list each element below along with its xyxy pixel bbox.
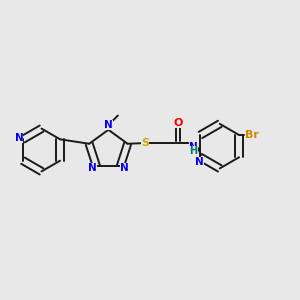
Text: O: O bbox=[173, 118, 183, 128]
Text: N: N bbox=[15, 134, 23, 143]
Text: S: S bbox=[141, 138, 149, 148]
Text: N: N bbox=[120, 163, 129, 173]
Text: N: N bbox=[195, 157, 204, 167]
Text: N: N bbox=[104, 120, 113, 130]
Text: H: H bbox=[190, 146, 198, 157]
Text: N: N bbox=[189, 142, 198, 152]
Text: Br: Br bbox=[245, 130, 259, 140]
Text: N: N bbox=[88, 163, 97, 173]
